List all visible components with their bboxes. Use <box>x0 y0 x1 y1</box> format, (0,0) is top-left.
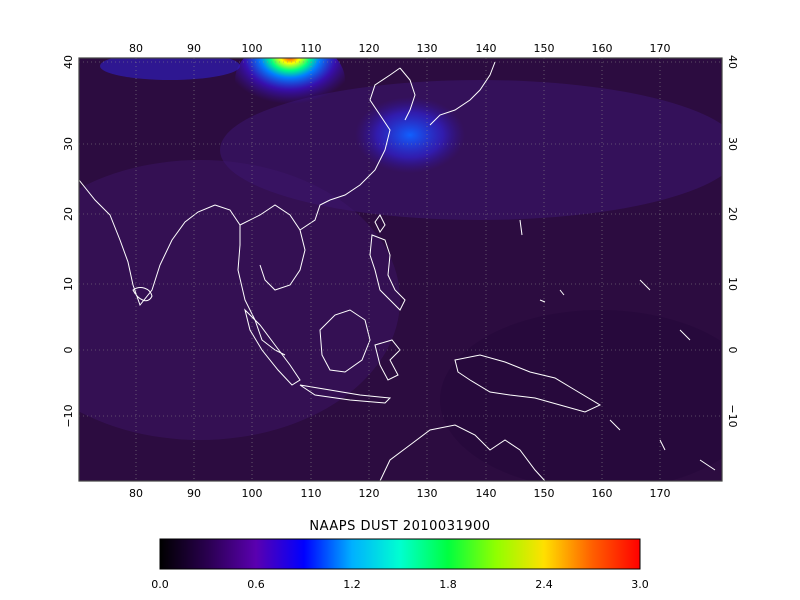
colorbar-label: 2.4 <box>535 578 553 591</box>
lat-ticks-left: 40 30 20 10 0 −10 <box>62 55 75 428</box>
lat-tick-left: 10 <box>62 277 75 291</box>
lon-tick-top: 140 <box>476 42 497 55</box>
dust-plume-tail <box>355 97 465 173</box>
lat-tick-left: 0 <box>62 347 75 354</box>
lon-tick-top: 120 <box>359 42 380 55</box>
lon-tick-top: 90 <box>187 42 201 55</box>
lon-tick-bottom: 80 <box>129 487 143 500</box>
lat-ticks-right: 40 30 20 10 0 −10 <box>726 55 739 428</box>
lon-tick-bottom: 150 <box>534 487 555 500</box>
lat-tick-right: 30 <box>726 137 739 151</box>
dust-plume-core <box>235 58 345 120</box>
lon-tick-bottom: 140 <box>476 487 497 500</box>
lon-ticks-top: 80 90 100 110 120 130 140 150 160 170 <box>129 42 671 55</box>
lon-tick-bottom: 90 <box>187 487 201 500</box>
lat-tick-right: 10 <box>726 277 739 291</box>
lon-tick-bottom: 110 <box>301 487 322 500</box>
dust-field <box>79 58 722 481</box>
lon-tick-top: 150 <box>534 42 555 55</box>
map-frame <box>78 57 723 482</box>
lon-tick-top: 110 <box>301 42 322 55</box>
lat-tick-left: −10 <box>62 404 75 427</box>
lat-tick-left: 30 <box>62 137 75 151</box>
lon-tick-bottom: 160 <box>592 487 613 500</box>
lon-tick-top: 80 <box>129 42 143 55</box>
lon-ticks-bottom: 80 90 100 110 120 130 140 150 160 170 <box>129 487 671 500</box>
lon-tick-bottom: 170 <box>650 487 671 500</box>
coastlines <box>79 61 716 481</box>
colorbar <box>159 538 641 570</box>
grid-lines <box>79 58 722 481</box>
lat-tick-right: 40 <box>726 55 739 69</box>
lat-tick-right: 20 <box>726 207 739 221</box>
colorbar-label: 1.2 <box>343 578 361 591</box>
lon-tick-bottom: 120 <box>359 487 380 500</box>
lat-tick-right: 0 <box>726 347 739 354</box>
lon-tick-top: 170 <box>650 42 671 55</box>
lon-tick-top: 130 <box>417 42 438 55</box>
lon-tick-top: 100 <box>242 42 263 55</box>
lat-tick-left: 20 <box>62 207 75 221</box>
colorbar-label: 0.6 <box>247 578 265 591</box>
map-title: NAAPS DUST 2010031900 <box>309 519 491 534</box>
lat-tick-left: 40 <box>62 55 75 69</box>
colorbar-label: 1.8 <box>439 578 457 591</box>
lon-tick-bottom: 100 <box>242 487 263 500</box>
lon-tick-bottom: 130 <box>417 487 438 500</box>
lat-tick-right: −10 <box>726 404 739 427</box>
colorbar-label: 0.0 <box>151 578 169 591</box>
colorbar-label: 3.0 <box>631 578 649 591</box>
lon-tick-top: 160 <box>592 42 613 55</box>
